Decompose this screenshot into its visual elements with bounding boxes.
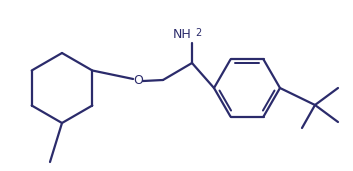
Text: O: O: [133, 74, 143, 87]
Text: 2: 2: [195, 28, 201, 38]
Text: NH: NH: [172, 29, 191, 42]
